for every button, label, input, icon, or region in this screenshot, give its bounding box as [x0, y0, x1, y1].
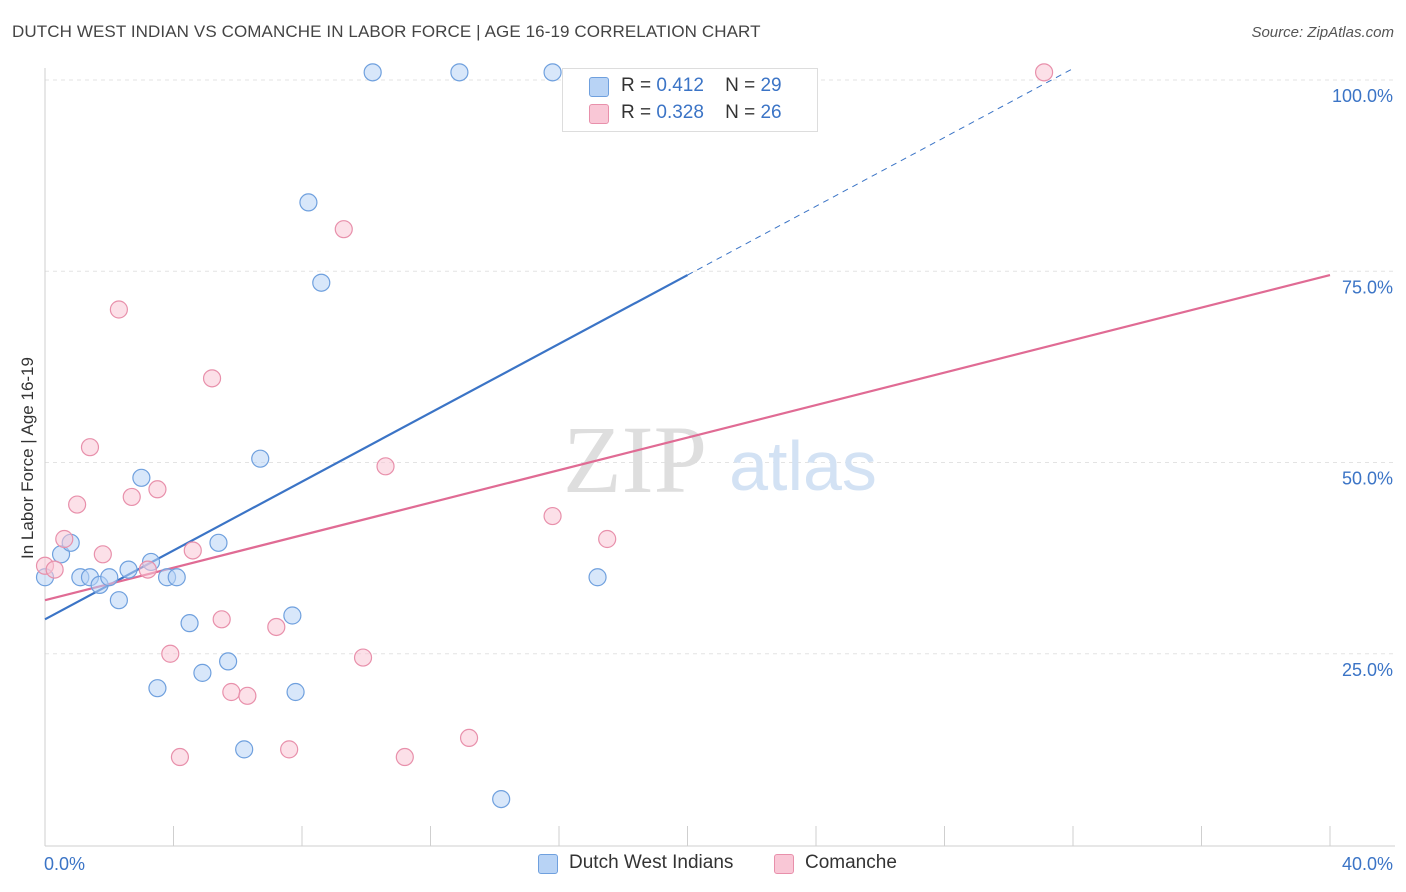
data-point	[209, 533, 228, 552]
y-tick-label: 50.0%	[1342, 469, 1393, 489]
data-point	[45, 560, 64, 579]
data-point	[280, 740, 299, 759]
grid-layer	[45, 79, 1395, 655]
series-swatch-blue	[538, 854, 558, 874]
data-point	[109, 300, 128, 319]
correlation-legend: R = 0.412 N = 29 R = 0.328 N = 26	[562, 68, 818, 132]
data-point	[119, 560, 138, 579]
trend-line	[44, 274, 1331, 602]
data-point	[132, 468, 151, 487]
y-tick-label: 75.0%	[1342, 277, 1393, 297]
data-point	[543, 506, 562, 526]
legend-n-value: 29	[760, 75, 782, 96]
data-point	[363, 63, 382, 82]
data-point	[148, 480, 167, 499]
data-point	[286, 682, 305, 702]
data-point	[212, 610, 231, 629]
tick-label-layer: 25.0% 50.0% 75.0% 100.0% 0.0% 40.0%	[44, 86, 1393, 874]
series-legend: Dutch West Indians Comanche	[0, 852, 1406, 880]
data-point	[251, 449, 270, 468]
data-point	[267, 617, 286, 637]
data-point	[219, 652, 238, 671]
x-tick-label: 40.0%	[1342, 854, 1393, 874]
data-point	[588, 568, 607, 587]
point-layer	[35, 63, 1054, 809]
data-point	[167, 568, 186, 587]
data-point	[55, 529, 74, 549]
data-point	[222, 682, 241, 702]
legend-swatch-pink	[589, 104, 609, 124]
data-point	[122, 487, 141, 507]
x-tick-label: 0.0%	[44, 854, 85, 874]
data-point	[299, 193, 318, 212]
source-label: Source: ZipAtlas.com	[1251, 24, 1394, 41]
data-point	[283, 606, 302, 625]
data-point	[459, 728, 479, 748]
y-tick-label: 25.0%	[1342, 660, 1393, 680]
data-point	[450, 63, 469, 82]
data-point	[170, 747, 190, 767]
legend-n-value: 26	[760, 102, 782, 123]
legend-n-label: N =	[725, 75, 756, 96]
data-point	[80, 438, 100, 457]
data-point	[202, 369, 222, 388]
data-point	[68, 495, 87, 514]
chart-title: DUTCH WEST INDIAN VS COMANCHE IN LABOR F…	[12, 22, 761, 41]
y-axis-label: In Labor Force | Age 16-19	[18, 357, 37, 559]
data-point	[312, 273, 331, 292]
legend-swatch-blue	[589, 77, 609, 97]
data-point	[161, 644, 180, 663]
data-point	[334, 220, 353, 239]
watermark-atlas: atlas	[729, 427, 877, 505]
data-point	[193, 663, 212, 682]
series-name: Dutch West Indians	[569, 852, 734, 873]
data-point	[183, 541, 202, 560]
data-point	[109, 591, 128, 610]
trend-line-extension	[687, 68, 1074, 276]
trend-layer	[44, 68, 1331, 621]
series-name: Comanche	[805, 852, 897, 873]
axis-layer	[44, 68, 1395, 847]
data-point	[598, 529, 617, 549]
y-tick-label: 100.0%	[1332, 86, 1393, 106]
data-point	[93, 545, 112, 564]
data-point	[148, 679, 167, 698]
data-point	[100, 568, 119, 587]
watermark-zip: ZIP	[563, 406, 707, 513]
data-point	[180, 614, 199, 633]
data-point	[353, 648, 373, 667]
legend-r-value: 0.328	[656, 102, 704, 123]
legend-r-value: 0.412	[656, 75, 704, 96]
legend-r-label: R =	[621, 75, 652, 96]
series-swatch-pink	[774, 854, 794, 874]
legend-n-label: N =	[725, 102, 756, 123]
data-point	[543, 63, 562, 82]
data-point	[1034, 63, 1054, 82]
data-point	[395, 747, 414, 767]
data-point	[492, 789, 511, 809]
data-point	[376, 457, 395, 476]
data-point	[238, 686, 257, 705]
data-point	[138, 560, 157, 579]
data-point	[235, 740, 254, 759]
legend-r-label: R =	[621, 102, 652, 123]
watermark: ZIP atlas	[563, 406, 877, 513]
